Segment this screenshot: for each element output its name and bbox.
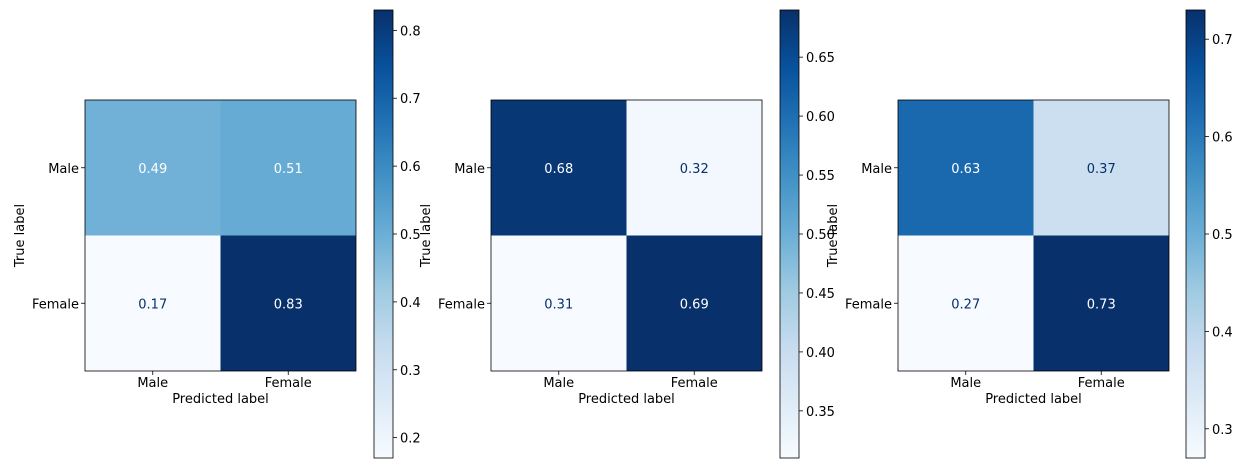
colorbar-tick-label: 0.6 [400, 160, 421, 175]
x-tick-label: Female [1078, 376, 1125, 391]
cell-value-label: 0.31 [544, 297, 573, 312]
cell-value-label: 0.63 [951, 162, 980, 177]
cell-value-label: 0.32 [680, 162, 709, 177]
x-tick-label: Male [137, 376, 168, 391]
colorbar-tick-label: 0.5 [1212, 228, 1233, 243]
colorbar-tick-label: 0.5 [400, 228, 421, 243]
cell-value-label: 0.69 [680, 297, 709, 312]
heatmap-cell [85, 100, 221, 236]
colorbar-tick-label: 0.55 [806, 169, 835, 184]
y-tick-label: Male [861, 162, 892, 177]
colorbar [373, 9, 394, 459]
colorbar-tick-label: 0.3 [400, 364, 421, 379]
colorbar [1185, 9, 1206, 459]
heatmap-cell [626, 235, 762, 371]
colorbar-tick-label: 0.4 [400, 296, 421, 311]
matrix-frame [84, 99, 357, 372]
heatmap-cell [898, 235, 1034, 371]
y-tick-label: Female [438, 297, 485, 312]
x-axis-label: Predicted label [172, 392, 269, 407]
cell-value-label: 0.49 [138, 162, 167, 177]
colorbar-tick-label: 0.7 [1212, 33, 1233, 48]
colorbar [779, 9, 800, 459]
x-tick-label: Female [265, 376, 312, 391]
cell-value-label: 0.27 [951, 297, 980, 312]
heatmap-cell [626, 100, 762, 236]
cell-value-label: 0.17 [138, 297, 167, 312]
heatmap-cell [85, 235, 221, 371]
cell-value-label: 0.51 [274, 162, 303, 177]
matrix-frame [490, 99, 763, 372]
colorbar-tick-label: 0.6 [1212, 131, 1233, 146]
y-axis-label: True label [419, 204, 434, 268]
colorbar-tick-label: 0.45 [806, 287, 835, 302]
heatmap-cell [898, 100, 1034, 236]
y-axis-label: True label [826, 204, 841, 268]
heatmap-cell [220, 235, 356, 371]
x-axis-label: Predicted label [985, 392, 1082, 407]
colorbar-tick-label: 0.35 [806, 405, 835, 420]
colorbar-tick-label: 0.60 [806, 110, 835, 125]
x-axis-label: Predicted label [578, 392, 675, 407]
cell-value-label: 0.37 [1087, 162, 1116, 177]
colorbar-tick-label: 0.40 [806, 346, 835, 361]
y-tick-label: Female [32, 297, 79, 312]
x-tick-label: Male [950, 376, 981, 391]
colorbar-tick-label: 0.8 [400, 24, 421, 39]
colorbar-tick-label: 0.50 [806, 228, 835, 243]
y-axis-label: True label [13, 204, 28, 268]
y-tick-label: Male [48, 162, 79, 177]
y-tick-label: Male [454, 162, 485, 177]
heatmap-cell [1033, 100, 1169, 236]
cell-value-label: 0.68 [544, 162, 573, 177]
heatmap-cell [491, 235, 627, 371]
heatmap-cell [491, 100, 627, 236]
colorbar-tick-label: 0.2 [400, 432, 421, 447]
heatmap-cell [1033, 235, 1169, 371]
y-tick-label: Female [845, 297, 892, 312]
colorbar-tick-label: 0.65 [806, 51, 835, 66]
heatmap-cell [220, 100, 356, 236]
colorbar-tick-label: 0.4 [1212, 325, 1233, 340]
cell-value-label: 0.83 [274, 297, 303, 312]
x-tick-label: Female [671, 376, 718, 391]
x-tick-label: Male [543, 376, 574, 391]
cell-value-label: 0.73 [1087, 297, 1116, 312]
colorbar-tick-label: 0.3 [1212, 423, 1233, 438]
colorbar-tick-label: 0.7 [400, 92, 421, 107]
matrix-frame [897, 99, 1170, 372]
